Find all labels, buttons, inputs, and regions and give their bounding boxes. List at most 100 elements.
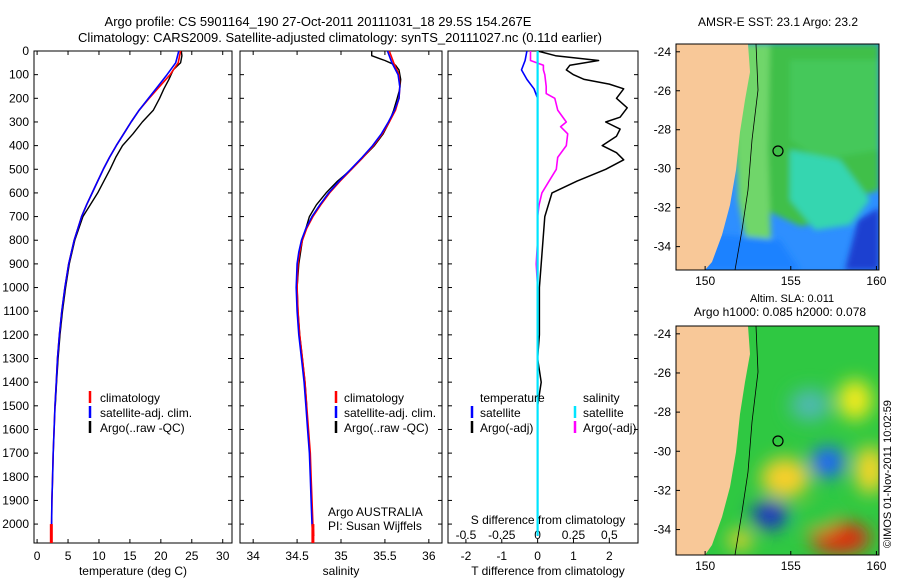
x-tick-label: 10 (92, 549, 106, 563)
sst-map-frame (675, 43, 880, 271)
lat-tick-label: -34 (654, 523, 672, 537)
x-tick-label: 5 (65, 549, 72, 563)
depth-tick-label: 1400 (2, 375, 29, 389)
sla-map-image (676, 326, 879, 555)
temperature-axes (33, 50, 233, 544)
legend-title-salinity: salinity (583, 391, 620, 405)
depth-tick-label: 1800 (2, 470, 29, 484)
depth-tick-label: 800 (9, 233, 29, 247)
sst-map-title: AMSR-E SST: 23.1 Argo: 23.2 (698, 15, 858, 29)
depth-tick-label: 900 (9, 257, 29, 271)
s-tick-label: -0.25 (488, 528, 516, 542)
legend-label-t-argo: Argo(-adj) (480, 421, 533, 435)
lat-tick-label: -28 (654, 405, 672, 419)
lat-tick-label: -26 (654, 84, 672, 98)
sla-map-ticks: -24 -26 -28 -30 -32 -34 150 155 160 (654, 327, 887, 573)
salinity-axes (239, 50, 443, 544)
s-tick-label: -0.5 (456, 528, 477, 542)
lat-tick-label: -32 (654, 483, 672, 497)
series-satellite-adj-clim- (50, 50, 180, 536)
lon-tick-label: 150 (695, 274, 715, 288)
depth-tick-label: 1300 (2, 352, 29, 366)
depth-tick-label: 300 (9, 115, 29, 129)
x-tick-label: 1 (570, 549, 577, 563)
depth-tick-label: 200 (9, 91, 29, 105)
x-tick-label: 0 (34, 549, 41, 563)
lat-tick-label: -32 (654, 201, 672, 215)
x-tick-label: 25 (185, 549, 199, 563)
x-tick-label: 34 (246, 549, 260, 563)
x-tick-label: 15 (123, 549, 137, 563)
coastline-land (676, 44, 750, 270)
legend-label-t-satellite: satellite (480, 406, 521, 420)
x-tick-label: 35 (334, 549, 348, 563)
lat-tick-label: -34 (654, 240, 672, 254)
x-tick-label: 20 (154, 549, 168, 563)
x-tick-label: 2 (606, 549, 613, 563)
depth-tick-label: 1700 (2, 446, 29, 460)
depth-tick-label: 1900 (2, 493, 29, 507)
sla-map-title2: Argo h1000: 0.085 h2000: 0.078 (694, 305, 866, 319)
s-tick-label: 0.5 (601, 528, 618, 542)
legend-label-satellite: satellite-adj. clim. (100, 406, 192, 420)
depth-tick-label: 100 (9, 68, 29, 82)
temperature-xlabel: temperature (deg C) (79, 564, 187, 578)
x-tick-label: -1 (496, 549, 507, 563)
salinity-xlabel: salinity (323, 564, 360, 578)
temperature-x-ticks: 0 5 10 15 20 25 30 (34, 51, 230, 563)
s-difference-label: S difference from climatology (471, 513, 626, 527)
argo-location-marker (772, 435, 784, 447)
sst-map-image (676, 44, 879, 270)
series-temperature-satellite (520, 50, 539, 536)
depth-tick-label: 1500 (2, 399, 29, 413)
legend-label-argo: Argo(..raw -QC) (344, 421, 429, 435)
lat-tick-label: -30 (654, 162, 672, 176)
x-tick-label: 35.5 (373, 549, 397, 563)
depth-tick-label: 400 (9, 139, 29, 153)
depth-tick-label: 1600 (2, 422, 29, 436)
temperature-series (49, 50, 183, 543)
lon-tick-label: 155 (781, 274, 801, 288)
legend-label-satellite: satellite-adj. clim. (344, 406, 436, 420)
x-tick-label: 34.5 (285, 549, 309, 563)
series-argo-raw-qc- (296, 51, 402, 406)
sst-map-ticks: -24 -26 -28 -30 -32 -34 150 155 160 (654, 45, 887, 288)
argo-location-marker (772, 145, 784, 157)
depth-tick-label: 500 (9, 162, 29, 176)
legend-title-temperature: temperature (480, 391, 545, 405)
series-climatology (50, 50, 182, 536)
temperature-legend: climatology satellite-adj. clim. Argo(..… (88, 391, 192, 435)
legend-label-s-argo: Argo(-adj) (583, 421, 636, 435)
salinity-legend: climatology satellite-adj. clim. Argo(..… (334, 391, 436, 435)
depth-tick-label: 600 (9, 186, 29, 200)
depth-tick-label: 700 (9, 210, 29, 224)
lat-tick-label: -28 (654, 123, 672, 137)
depth-tick-label: 1000 (2, 281, 29, 295)
x-tick-label: -2 (461, 549, 472, 563)
lat-tick-label: -24 (654, 45, 672, 59)
difference-x-ticks: -2 -1 0 1 2-0.5 -0.25 0 0.25 0.5 (456, 528, 618, 563)
x-tick-label: 36 (422, 549, 436, 563)
x-tick-label: 30 (216, 549, 230, 563)
legend-label-s-satellite: satellite (583, 406, 624, 420)
argo-pi-note: PI: Susan Wijffels (328, 519, 422, 533)
salinity-x-ticks: 34 34.5 35 35.5 36 (246, 51, 436, 563)
legend-label-argo: Argo(..raw -QC) (100, 421, 185, 435)
x-tick-label: 0 (534, 549, 541, 563)
s-tick-label: 0.25 (562, 528, 586, 542)
series-salinity-argo-adj- (529, 51, 569, 288)
series-temperature-argo-adj- (536, 50, 628, 406)
depth-tick-label: 0 (22, 44, 29, 58)
lon-tick-label: 160 (866, 559, 886, 573)
lat-tick-label: -30 (654, 444, 672, 458)
difference-axes (447, 50, 639, 544)
lat-tick-label: -24 (654, 327, 672, 341)
lon-tick-label: 150 (695, 559, 715, 573)
depth-axis: 0 100 200 300 400 500 600 700 800 900 1000 1100 1200… (2, 44, 638, 531)
series-satellite-adj-clim- (295, 50, 401, 536)
lat-tick-label: -26 (654, 366, 672, 380)
imos-timestamp: ©IMOS 01-Nov-2011 10:02:59 (882, 400, 894, 548)
depth-tick-label: 2000 (2, 517, 29, 531)
legend-label-climatology: climatology (344, 391, 404, 405)
